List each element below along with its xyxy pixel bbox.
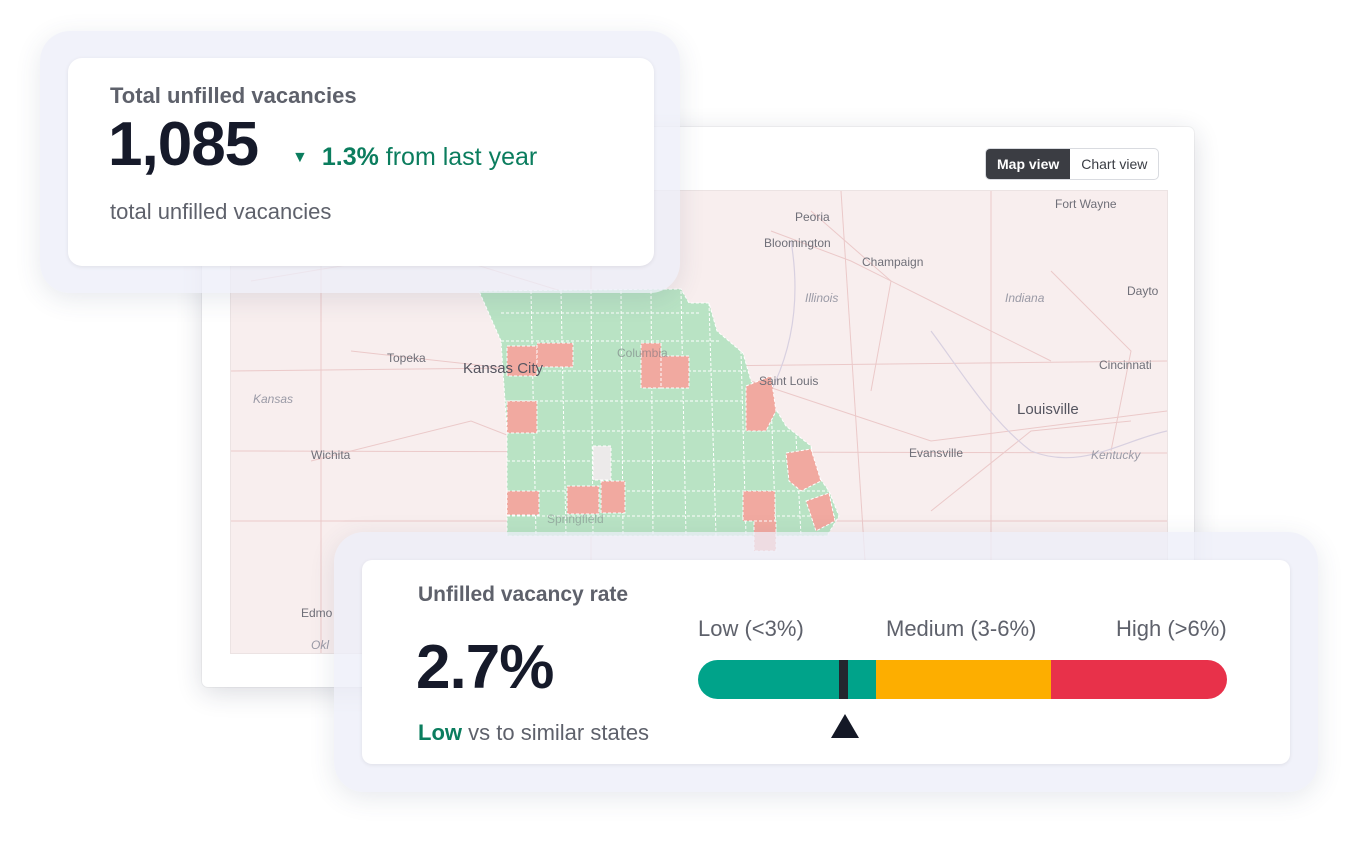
place-evansville: Evansville <box>909 446 963 460</box>
place-fort-wayne: Fort Wayne <box>1055 197 1117 211</box>
total-vacancies-subtitle: total unfilled vacancies <box>110 199 332 224</box>
place-st-louis: Saint Louis <box>759 374 818 388</box>
place-kansas: Kansas <box>253 392 293 406</box>
place-springfield: Springfield <box>547 512 604 526</box>
place-columbia: Columbia <box>617 346 668 360</box>
down-arrow-icon: ▼ <box>292 149 308 166</box>
gauge-high-segment <box>1051 660 1227 699</box>
place-oklahoma: Okl <box>311 638 329 652</box>
vacancy-rate-value: 2.7% <box>416 633 554 702</box>
place-topeka: Topeka <box>387 351 426 365</box>
chart-view-button[interactable]: Chart view <box>1081 156 1148 172</box>
place-champaign: Champaign <box>862 255 923 269</box>
total-vacancies-value: 1,085 <box>108 110 259 179</box>
place-dayton: Dayto <box>1127 284 1159 298</box>
map-view-button[interactable]: Map view <box>986 149 1071 179</box>
rate-level-word: Low <box>418 720 462 745</box>
place-indiana: Indiana <box>1005 291 1045 305</box>
band-label-medium: Medium (3-6%) <box>886 616 1037 641</box>
vacancy-rate-title: Unfilled vacancy rate <box>418 583 629 606</box>
gauge-low-segment <box>698 660 876 699</box>
place-edmond: Edmo <box>301 606 333 620</box>
total-vacancies-panel: Total unfilled vacancies 1,085 ▼ 1.3% fro… <box>40 31 680 293</box>
place-louisville: Louisville <box>1017 401 1079 418</box>
place-illinois: Illinois <box>805 291 838 305</box>
band-label-high: High (>6%) <box>1116 616 1227 641</box>
total-vacancies-card <box>68 58 654 266</box>
missouri-counties <box>478 288 840 552</box>
vacancy-rate-comparison: Low vs to similar states <box>418 720 649 746</box>
change-percent: 1.3% <box>321 143 379 171</box>
year-change: ▼ 1.3% from last year <box>292 143 537 172</box>
vacancy-rate-panel: Unfilled vacancy rate 2.7% Low vs to sim… <box>334 532 1318 792</box>
no-data-county <box>592 445 612 481</box>
place-cincinnati: Cincinnati <box>1099 358 1152 372</box>
band-label-low: Low (<3%) <box>698 616 804 641</box>
place-peoria: Peoria <box>795 210 830 224</box>
place-kansas-city: Kansas City <box>463 360 544 377</box>
high-rate-counties <box>506 342 836 552</box>
vacancy-rate-gauge <box>698 660 1227 699</box>
change-text: from last year <box>385 143 538 171</box>
gauge-medium-segment <box>876 660 1051 699</box>
vacancy-rate-card: Unfilled vacancy rate 2.7% Low vs to sim… <box>362 560 1290 764</box>
gauge-pointer-icon <box>831 714 859 738</box>
gauge-needle <box>839 660 848 699</box>
place-kentucky: Kentucky <box>1091 448 1141 462</box>
total-vacancies-title: Total unfilled vacancies <box>110 83 357 108</box>
map-rivers <box>768 240 1167 522</box>
comparison-text: vs to similar states <box>468 720 650 745</box>
view-toggle: Map view Chart view <box>985 148 1160 180</box>
place-wichita: Wichita <box>311 448 351 462</box>
place-bloomington: Bloomington <box>764 236 831 250</box>
